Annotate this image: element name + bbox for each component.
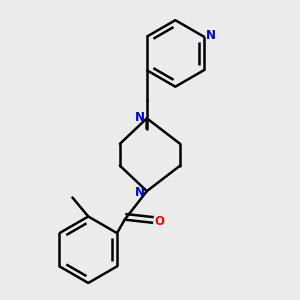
Text: N: N — [135, 186, 145, 199]
Text: N: N — [206, 29, 216, 42]
Text: O: O — [154, 215, 164, 228]
Text: N: N — [135, 111, 145, 124]
